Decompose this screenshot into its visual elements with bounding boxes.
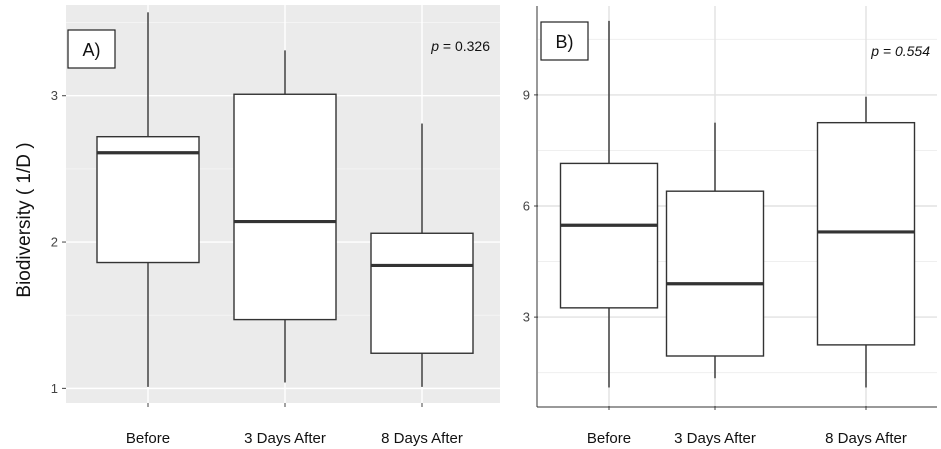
panel-a-p-number: = 0.326 — [439, 38, 490, 54]
panel-a-p-value: p = 0.326 — [430, 38, 490, 54]
panel-b-label: B) — [556, 32, 574, 52]
x-category-label: 8 Days After — [825, 430, 907, 447]
y-tick-label: 3 — [51, 88, 58, 103]
panel-b-p-value: p = 0.554 — [870, 43, 930, 59]
box-1 — [96, 12, 200, 407]
box-iqr — [233, 93, 337, 321]
panel-b-y-ticks: 3 6 9 — [523, 87, 538, 325]
y-tick-label: 3 — [523, 310, 530, 325]
panel-a-label-box — [67, 29, 116, 69]
x-category-label: 3 Days After — [674, 430, 756, 447]
box-iqr — [665, 190, 765, 357]
box-2 — [665, 122, 765, 410]
y-tick-label: 9 — [523, 87, 530, 102]
box-3 — [816, 96, 916, 410]
panel-a-boxes — [96, 12, 474, 407]
box-iqr — [370, 232, 474, 354]
x-category-label: 8 Days After — [381, 430, 463, 447]
panel-a-categories: Before 3 Days After 8 Days After — [126, 430, 463, 447]
panel-b-label-box — [540, 21, 589, 61]
panel-a-p-symbol: p — [430, 38, 439, 54]
panel-b-categories: Before 3 Days After 8 Days After — [587, 430, 907, 447]
box-iqr — [559, 162, 659, 309]
panel-a-label: A) — [83, 40, 101, 60]
panel-b: 3 6 9 Before 3 Days After 8 Days After B) p … — [523, 6, 937, 447]
box-iqr — [816, 121, 916, 346]
panel-a-y-ticks: 1 2 3 — [51, 88, 66, 396]
y-tick-label: 6 — [523, 199, 530, 214]
box-2 — [233, 50, 337, 407]
box-1 — [559, 20, 659, 410]
panel-a: 1 2 3 Before 3 Days After 8 Days After A) p … — [14, 5, 500, 447]
x-category-label: 3 Days After — [244, 430, 326, 447]
y-tick-label: 2 — [51, 235, 58, 250]
x-category-label: Before — [126, 430, 170, 447]
panel-b-boxes — [559, 20, 916, 410]
y-tick-label: 1 — [51, 381, 58, 396]
box-3 — [370, 123, 474, 407]
box-iqr — [96, 135, 200, 264]
x-category-label: Before — [587, 430, 631, 447]
y-axis-label: Biodiversity ( 1/D ) — [14, 142, 35, 297]
